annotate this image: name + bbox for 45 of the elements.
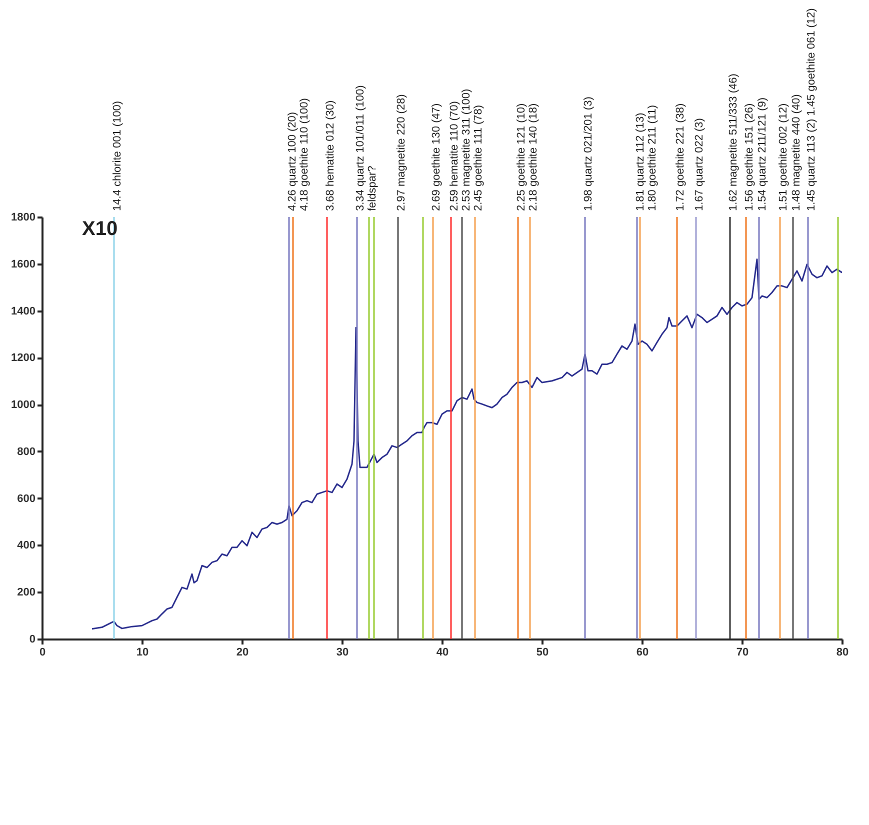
ref-line-label: 1.81 quartz 112 (13): [634, 112, 646, 211]
y-tick-label: 1800: [11, 212, 36, 224]
y-tick-label: 200: [17, 586, 36, 599]
ref-line-label: 1.67 quartz 022 (3): [694, 118, 706, 211]
ref-line-label: 4.26 quartz 100 (20): [286, 112, 298, 211]
x-tick-label: 20: [236, 646, 249, 658]
ref-line-label: 3.68 hematite 012 (30): [324, 100, 336, 211]
x-tick-label: 80: [836, 646, 849, 658]
ref-line-label: 1.72 goethite 221 (38): [674, 103, 686, 211]
ref-line-label: 4.18 goethite 110 (100): [298, 98, 310, 211]
ref-line-label: 1.56 goethite 151 (26): [744, 103, 756, 211]
ref-line-label: 1.48 magnetite 440 (40): [790, 94, 802, 211]
y-tick-label: 0: [29, 634, 36, 646]
x-tick-label: 40: [436, 646, 449, 658]
x-tick-label: 50: [536, 646, 549, 658]
x-tick-label: 30: [336, 646, 349, 658]
ref-line-label: 2.18 goethite 140 (18): [528, 103, 540, 211]
x-tick-label: 10: [136, 646, 149, 658]
ref-line-label: 2.69 goethite 130 (47): [430, 103, 442, 211]
ref-line-label: 3.34 quartz 101/011 (100): [354, 85, 366, 211]
y-tick-label: 1200: [11, 352, 36, 364]
ref-line-label: 1.80 goethite 211 (11): [646, 104, 658, 211]
y-tick-label: 1400: [11, 305, 36, 318]
y-tick-label: 1600: [11, 258, 36, 270]
ref-line-label: 2.25 goethite 121 (10): [516, 103, 528, 211]
y-tick-label: 800: [17, 446, 36, 458]
ref-line-label: 1.98 quartz 021/201 (3): [582, 96, 594, 211]
x-tick-label: 0: [39, 646, 46, 658]
annotation: X10: [82, 218, 118, 240]
ref-line-label: 2.59 hematite 110 (70): [448, 101, 460, 211]
x-tick-label: 70: [736, 646, 749, 658]
ref-line-label: feldspar?: [366, 166, 378, 211]
ref-line-label: 2.45 goethite 111 (78): [472, 104, 484, 211]
y-tick-label: 600: [17, 492, 36, 505]
ref-line-label: 1.62 magnetite 511/333 (46): [728, 74, 740, 211]
ref-line-label: 14.4 chlorite 001 (100): [112, 100, 124, 211]
y-tick-label: 1000: [11, 399, 36, 412]
line-series: [91, 258, 842, 630]
x-tick-label: 60: [636, 646, 649, 658]
ref-line-label: 1.51 goethite 002 (12): [778, 103, 790, 211]
ref-line-label: 2.53 magnetite 311 (100): [460, 88, 472, 211]
ref-line-label: 1.45 quartz 113 (2) 1.45 goethite 061 (12): [806, 8, 818, 211]
ref-line-label: 2.97 magnetite 220 (28): [396, 94, 408, 211]
ref-line-label: 1.54 quartz 211/121 (9): [756, 97, 768, 211]
y-tick-label: 400: [17, 540, 36, 552]
